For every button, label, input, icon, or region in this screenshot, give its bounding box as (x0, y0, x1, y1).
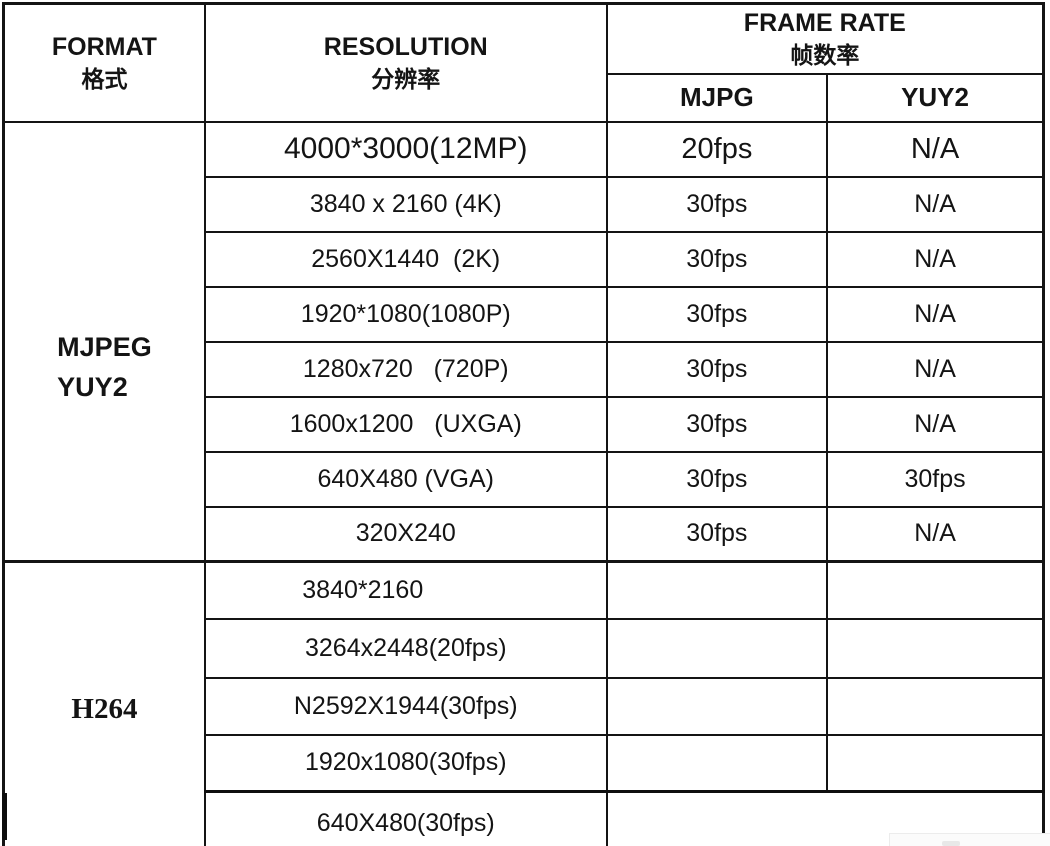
yuy2-fps-cell (826, 733, 1045, 793)
table-row: N2592X1944(30fps) (4, 676, 1045, 736)
resolution-cell: 640X480(30fps) (203, 790, 608, 846)
mjpg-fps-cell: 30fps (605, 505, 829, 563)
mjpg-fps-cell (605, 733, 829, 793)
table-row: 640X480 (VGA) 30fps 30fps (4, 450, 1045, 508)
yuy2-fps-cell: N/A (826, 340, 1045, 398)
resolution-cell: 2560X1440 (2K) (203, 230, 608, 288)
table-row: 3840 x 2160 (4K) 30fps N/A (4, 175, 1045, 233)
yuy2-fps-cell: 30fps (826, 450, 1045, 508)
header-resolution-en: RESOLUTION (323, 32, 488, 61)
resolution-cell: 1280x720 (720P) (203, 340, 608, 398)
resolution-cell: 640X480 (VGA) (203, 450, 608, 508)
header-format: FORMAT 格式 (2, 2, 206, 123)
table-row: H264 3840*2160 (2, 560, 1045, 846)
format-label: MJPEG YUY2 (57, 327, 152, 407)
resolution-cell: 1920*1080(1080P) (203, 285, 608, 343)
header-row-sub: MJPG YUY2 (4, 72, 1045, 123)
mjpg-fps-cell: 30fps (605, 285, 829, 343)
resolution-cell: 1920x1080(30fps) (203, 733, 608, 793)
resolution-cell: 320X240 (203, 505, 608, 563)
header-framerate-zh: 帧数率 (790, 41, 860, 68)
mjpg-fps-cell: 30fps (605, 340, 829, 398)
header-row-main: FORMAT 格式 RESOLUTION 分辨率 FRAME RATE 帧数率 (2, 2, 1045, 123)
table-row: 1600x1200 (UXGA) 30fps N/A (4, 395, 1045, 453)
yuy2-fps-cell (826, 617, 1045, 679)
resolution-cell: 1600x1200 (UXGA) (203, 395, 608, 453)
mjpg-fps-cell (605, 560, 829, 620)
yuy2-fps-cell: N/A (826, 120, 1045, 178)
resolution-cell: 3840*2160 (203, 560, 608, 620)
resolution-cell: N2592X1944(30fps) (203, 676, 608, 736)
mjpg-fps-cell: 20fps (605, 120, 829, 178)
yuy2-fps-cell (826, 676, 1045, 736)
cutoff-dots (942, 841, 960, 846)
cutoff-overlay (889, 833, 1050, 846)
header-yuy2: YUY2 (826, 72, 1045, 123)
format-cell: MJPEG YUY2 (2, 120, 206, 563)
header-framerate: FRAME RATE 帧数率 (605, 2, 1045, 75)
table-row: 3264x2448(20fps) (4, 617, 1045, 679)
mjpg-fps-cell: 30fps (605, 450, 829, 508)
format-label: H264 (71, 692, 137, 726)
table-row: MJPEG YUY2 4000*3000(12MP) 20fps N/A (2, 120, 1045, 563)
yuy2-fps-cell (826, 560, 1045, 620)
table-row: 1920x1080(30fps) (4, 733, 1045, 793)
yuy2-fps-cell: N/A (826, 285, 1045, 343)
table-row: 1280x720 (720P) 30fps N/A (4, 340, 1045, 398)
resolution-cell: 3264x2448(20fps) (203, 617, 608, 679)
header-framerate-en: FRAME RATE (743, 8, 906, 37)
yuy2-fps-cell: N/A (826, 230, 1045, 288)
mjpg-fps-cell (605, 676, 829, 736)
yuy2-fps-cell: N/A (826, 175, 1045, 233)
table-row: 1920*1080(1080P) 30fps N/A (4, 285, 1045, 343)
resolution-cell: 3840 x 2160 (4K) (203, 175, 608, 233)
mjpg-fps-cell: 30fps (605, 395, 829, 453)
yuy2-fps-cell: N/A (826, 395, 1045, 453)
format-label-line: H264 (71, 692, 138, 725)
header-format-zh: 格式 (81, 65, 128, 92)
mjpg-fps-cell: 30fps (605, 175, 829, 233)
header-format-en: FORMAT (51, 32, 157, 61)
format-cell: H264 (2, 560, 206, 846)
table-row: 320X240 30fps N/A (4, 505, 1045, 563)
header-resolution: RESOLUTION 分辨率 (203, 2, 608, 123)
format-label-line: YUY2 (57, 372, 128, 403)
table-row: 2560X1440 (2K) 30fps N/A (4, 230, 1045, 288)
mjpg-fps-cell: 30fps (605, 230, 829, 288)
header-resolution-zh: 分辨率 (371, 65, 441, 92)
mjpg-fps-cell (605, 617, 829, 679)
resolution-cell: 4000*3000(12MP) (203, 120, 608, 178)
table-left-border-segment (2, 793, 7, 840)
format-label-line: MJPEG (57, 332, 152, 363)
yuy2-fps-cell: N/A (826, 505, 1045, 563)
header-mjpg: MJPG (605, 72, 829, 123)
